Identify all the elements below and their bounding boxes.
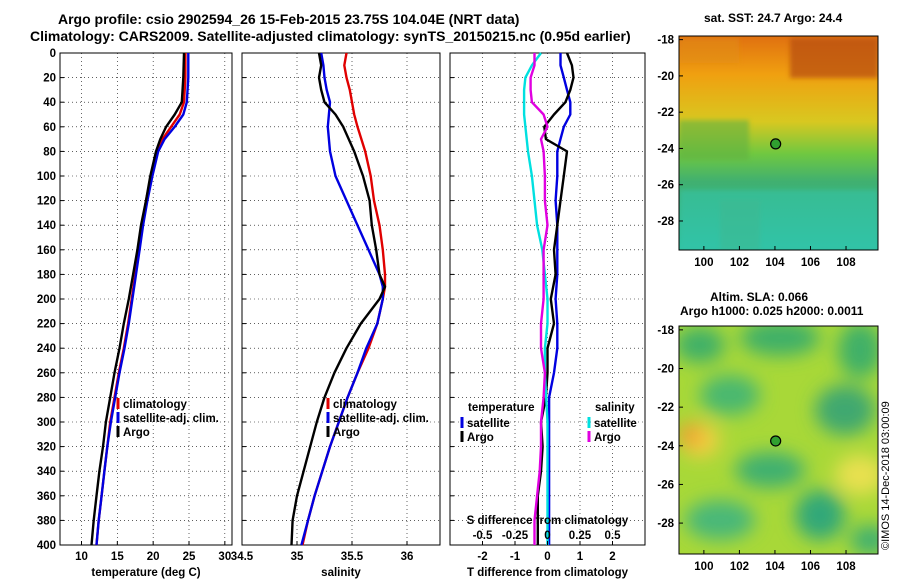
salinity-tick-label: -0.25 (502, 530, 529, 542)
map-lon-label: 104 (765, 561, 785, 573)
y-tick-label: 0 (50, 48, 56, 60)
y-tick-label: 120 (37, 196, 56, 208)
map-lon-label: 100 (694, 561, 713, 573)
x-tick-label: 20 (147, 551, 160, 563)
y-tick-label: 100 (37, 171, 56, 183)
x-tick-label: 25 (183, 551, 196, 563)
map-lat-label: -24 (657, 441, 674, 453)
argo-location-marker (770, 138, 782, 150)
y-tick-label: 300 (37, 417, 56, 429)
map-lat-label: -28 (657, 216, 674, 228)
legend-title-temperature: temperature (468, 402, 534, 414)
map-lon-label: 108 (836, 561, 856, 573)
argo-location-marker (770, 435, 782, 447)
y-tick-label: 60 (43, 122, 56, 134)
series-line-argo (90, 52, 186, 546)
series-line-satellite-adj-clim- (95, 53, 190, 546)
y-tick-label: 380 (37, 515, 56, 527)
map-lon-label: 102 (730, 257, 749, 269)
y-tick-label: 340 (37, 466, 56, 478)
salinity-tick-label: 0.25 (569, 530, 592, 542)
legend-label: Argo (467, 432, 494, 444)
y-tick-label: 20 (43, 73, 56, 85)
map-lat-label: -22 (657, 107, 674, 119)
x-axis-label-difference: T difference from climatology (467, 567, 629, 579)
series-line-argo (290, 52, 387, 546)
map-lat-label: -28 (657, 518, 674, 530)
y-tick-label: 40 (43, 97, 56, 109)
x-tick-label: 34.5 (231, 551, 254, 563)
y-tick-label: 260 (37, 368, 56, 380)
y-tick-label: 240 (37, 343, 56, 355)
legend-label: climatology (123, 399, 188, 411)
legend-title-salinity: salinity (595, 402, 635, 414)
y-tick-label: 320 (37, 442, 56, 454)
x-tick-label: -1 (510, 551, 521, 563)
map-lon-label: 102 (730, 561, 749, 573)
sst-map-frame (678, 35, 879, 251)
x-tick-label: 1 (577, 551, 584, 563)
map-lat-label: -20 (657, 364, 674, 376)
map-lon-label: 106 (801, 561, 820, 573)
legend-label: climatology (333, 399, 398, 411)
x-axis-label-salinity-difference: S difference from climatology (467, 515, 629, 527)
x-tick-label: -2 (477, 551, 487, 563)
x-tick-label: 2 (609, 551, 615, 563)
map-lon-label: 100 (694, 257, 713, 269)
series-line-s-satellite (522, 52, 549, 545)
x-axis-label-temperature: temperature (deg C) (91, 567, 200, 579)
x-tick-label: 30 (218, 551, 231, 563)
y-tick-label: 200 (37, 294, 56, 306)
salinity-tick-label: 0 (544, 530, 550, 542)
map-lat-label: -22 (657, 402, 674, 414)
sla-map (679, 326, 878, 554)
salinity-tick-label: -0.5 (473, 530, 493, 542)
legend-label: satellite-adj. clim. (123, 413, 219, 425)
x-tick-label: 15 (111, 551, 124, 563)
map-lat-label: -26 (657, 479, 674, 491)
map-lat-label: -26 (657, 180, 674, 192)
legend-label: Argo (123, 427, 150, 439)
legend-label: satellite (467, 418, 510, 430)
y-tick-label: 280 (37, 392, 56, 404)
legend-label: Argo (594, 432, 621, 444)
series-line-s-argo (529, 53, 549, 545)
sla-map-frame (678, 325, 879, 555)
y-tick-label: 80 (43, 146, 56, 158)
x-tick-label: 36 (401, 551, 414, 563)
legend-label: satellite (594, 418, 637, 430)
x-tick-label: 0 (544, 551, 550, 563)
salinity-tick-label: 0.5 (605, 530, 622, 542)
y-tick-label: 140 (37, 220, 56, 232)
title-line-1: Argo profile: csio 2902594_26 15-Feb-201… (58, 11, 520, 27)
map-lon-label: 106 (801, 257, 820, 269)
title-line-2: Climatology: CARS2009. Satellite-adjuste… (30, 28, 631, 44)
x-axis-label-salinity: salinity (321, 567, 361, 579)
series-line-t-satellite (547, 53, 572, 545)
sst-map-title: sat. SST: 24.7 Argo: 24.4 (704, 11, 843, 25)
y-tick-label: 360 (37, 491, 56, 503)
x-tick-label: 35.5 (341, 551, 364, 563)
map-lon-label: 104 (765, 257, 785, 269)
sla-map-title: Altim. SLA: 0.066 (710, 290, 809, 304)
plot-layer: 10 15 20 25 30020406080100120140160180200220… (37, 35, 879, 579)
map-lat-label: -20 (657, 71, 674, 83)
legend-label: satellite-adj. clim. (333, 413, 429, 425)
map-lat-label: -24 (657, 143, 674, 155)
series-line-t-argo (536, 52, 575, 545)
map-lat-label: -18 (657, 325, 674, 337)
map-lat-label: -18 (657, 35, 674, 47)
y-tick-label: 220 (37, 319, 56, 331)
x-tick-label: 35 (291, 551, 304, 563)
y-tick-label: 180 (37, 269, 56, 281)
map-lon-label: 108 (836, 257, 856, 269)
y-tick-label: 160 (37, 245, 56, 257)
legend-label: Argo (333, 427, 360, 439)
x-tick-label: 10 (75, 551, 88, 563)
y-tick-label: 400 (37, 540, 56, 552)
sla-map-subtitle: Argo h1000: 0.025 h2000: 0.0011 (680, 304, 864, 318)
plot-frame-temperature (59, 52, 233, 546)
